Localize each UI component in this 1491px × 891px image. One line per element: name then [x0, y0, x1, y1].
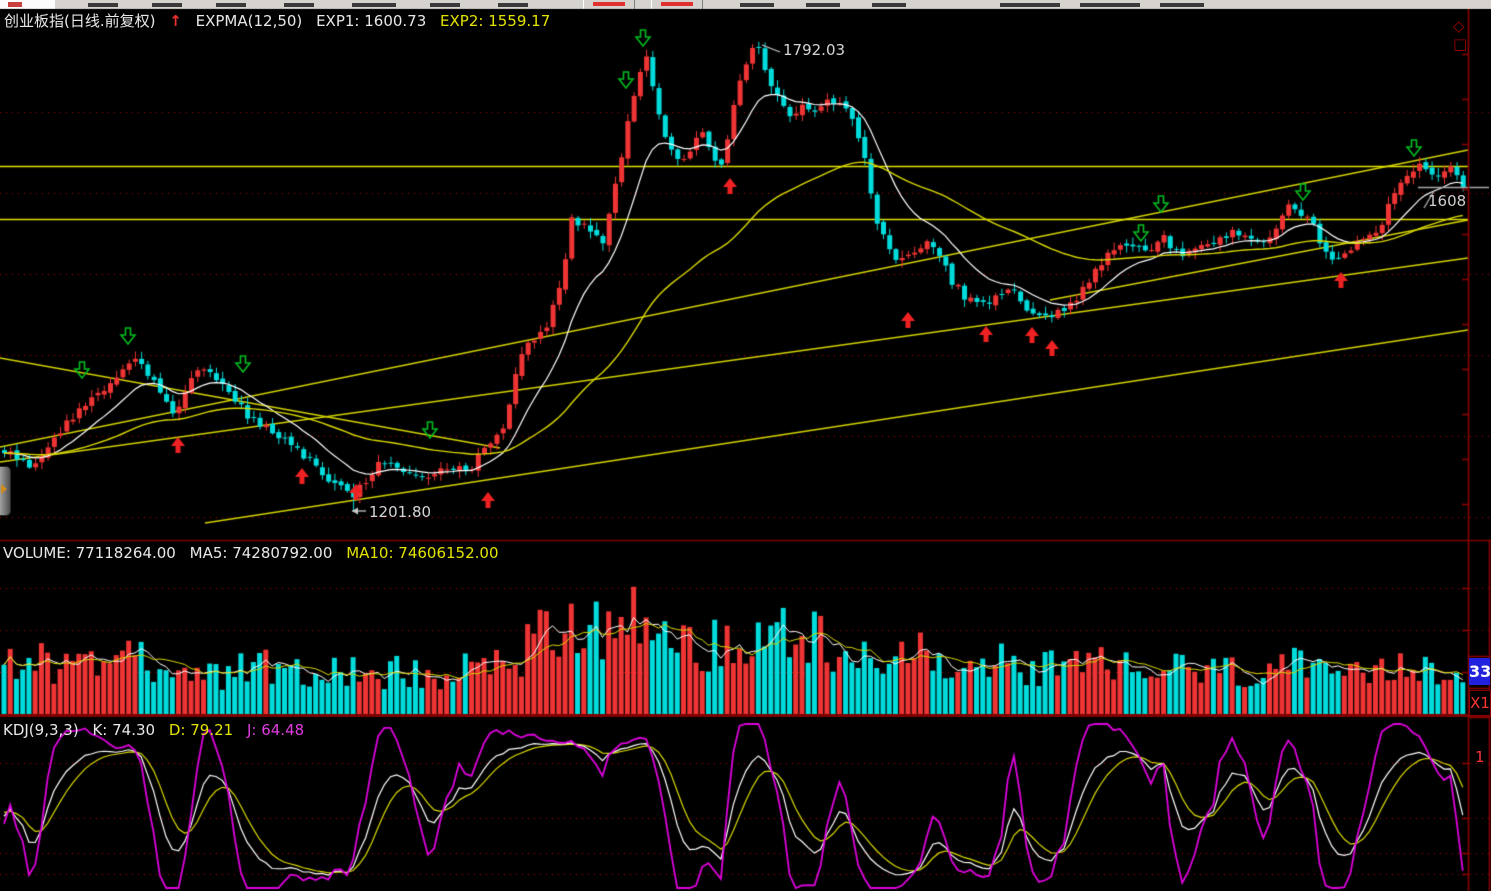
count-badge[interactable]: 33 — [1469, 658, 1491, 685]
main-chart-header: 创业板指(日线.前复权) ↑ EXPMA(12,50) EXP1: 1600.7… — [4, 10, 559, 31]
last-price-label: 1608 — [1428, 192, 1467, 210]
up-arrow-icon: ↑ — [169, 12, 182, 30]
volume-ma5-value: MA5: 74280792.00 — [189, 544, 333, 562]
chart-corner-icons[interactable]: ◇ □ — [1453, 17, 1471, 53]
kdj-axis-label: 1 — [1475, 748, 1485, 766]
kdj-j-value: J: 64.48 — [246, 721, 305, 739]
kdj-header: KDJ(9,3,3) K: 74.30 D: 79.21 J: 64.48 — [3, 721, 313, 739]
indicator-label: EXPMA(12,50) — [195, 12, 303, 30]
kdj-title: KDJ(9,3,3) — [3, 721, 79, 739]
volume-value: VOLUME: 77118264.00 — [3, 544, 176, 562]
exp2-value: EXP2: 1559.17 — [440, 12, 551, 30]
high-price-label: 1792.03 — [783, 41, 846, 59]
kdj-k-value: K: 74.30 — [92, 721, 156, 739]
play-icon — [1, 484, 7, 494]
left-scroll-tab[interactable] — [0, 466, 11, 516]
low-price-label: 1201.80 — [369, 503, 432, 521]
volume-ma10-value: MA10: 74606152.00 — [346, 544, 499, 562]
exp1-value: EXP1: 1600.73 — [316, 12, 427, 30]
stock-title: 创业板指(日线.前复权) — [4, 12, 156, 30]
volume-header: VOLUME: 77118264.00 MA5: 74280792.00 MA1… — [3, 544, 508, 562]
speed-x1-badge[interactable]: X1 — [1469, 690, 1491, 716]
kdj-d-value: D: 79.21 — [168, 721, 234, 739]
